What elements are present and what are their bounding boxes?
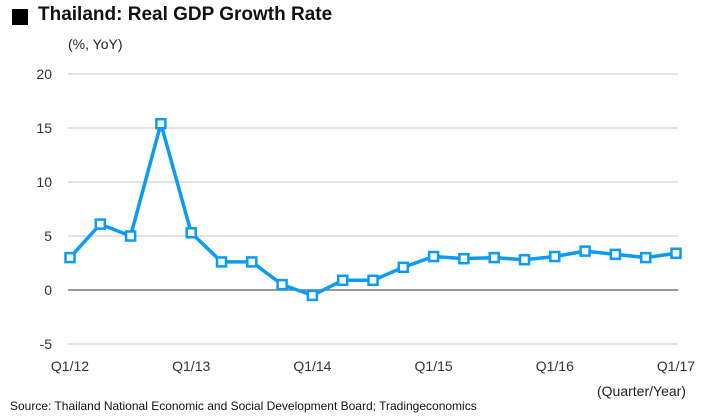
y-tick-label: 20 (36, 66, 52, 82)
data-point-marker (246, 256, 258, 268)
data-point-marker (155, 117, 167, 130)
y-tick-label: 10 (36, 174, 52, 190)
y-tick-label: 15 (36, 120, 52, 136)
data-point-marker (64, 251, 76, 264)
data-point-marker (488, 251, 500, 264)
data-point-marker (670, 247, 682, 260)
title-marker-icon (12, 9, 28, 25)
data-point-marker (276, 278, 288, 291)
data-point-marker (549, 250, 561, 263)
data-point-marker (639, 251, 652, 264)
data-point-marker (124, 230, 137, 242)
x-tick-label: Q1/12 (51, 358, 89, 374)
data-point-marker (397, 261, 410, 274)
x-tick-label: Q1/13 (172, 358, 210, 374)
x-axis-label: (Quarter/Year) (597, 383, 686, 399)
x-tick-label: Q1/16 (536, 358, 574, 374)
y-tick-label: 0 (44, 282, 52, 298)
chart-title: Thailand: Real GDP Growth Rate (38, 4, 333, 25)
y-tick-label: -5 (40, 336, 53, 352)
y-tick-label: 5 (44, 228, 52, 244)
data-point-marker (367, 274, 379, 287)
data-point-marker (336, 274, 349, 287)
x-tick-label: Q1/14 (293, 358, 331, 374)
data-point-marker (94, 218, 107, 230)
data-point-marker (518, 254, 531, 266)
data-point-marker (215, 256, 228, 268)
data-point-marker (306, 289, 319, 302)
data-point-marker (579, 245, 591, 257)
x-tick-label: Q1/15 (415, 358, 453, 374)
series-line (68, 121, 677, 298)
source-note: Source: Thailand National Economic and S… (10, 399, 477, 413)
data-point-marker (185, 227, 197, 239)
data-point-marker (458, 252, 470, 265)
data-point-marker (609, 248, 622, 261)
y-axis-label: (%, YoY) (68, 36, 123, 52)
x-tick-label: Q1/17 (657, 358, 695, 374)
data-point-marker (427, 250, 440, 263)
